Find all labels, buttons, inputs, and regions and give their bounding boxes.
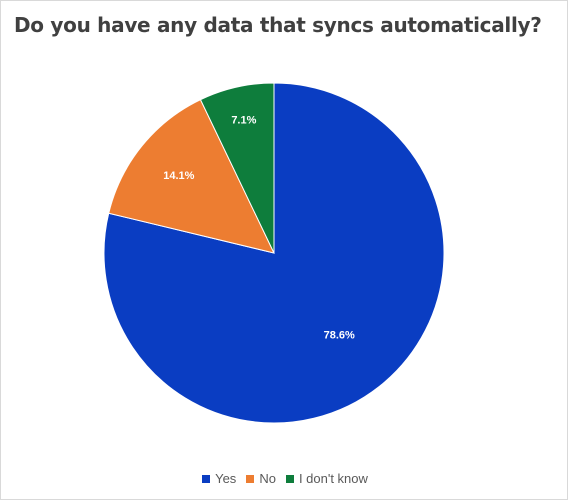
legend-item-yes[interactable]: Yes [202, 471, 236, 486]
data-label-no: 14.1% [163, 170, 194, 182]
legend-swatch-yes [202, 474, 211, 483]
chart-title: Do you have any data that syncs automati… [14, 13, 542, 37]
legend-label-no: No [259, 471, 276, 486]
data-label-yes: 78.6% [324, 330, 355, 342]
legend-item-no[interactable]: No [246, 471, 276, 486]
legend-item-dont-know[interactable]: I don't know [285, 471, 368, 486]
slice-dont-know[interactable] [199, 82, 275, 254]
legend-label-dont-know: I don't know [298, 471, 368, 486]
legend-swatch-no [246, 474, 255, 483]
data-label-dont-know: 7.1% [231, 114, 256, 126]
legend: Yes No I don't know [1, 471, 568, 486]
legend-label-yes: Yes [215, 471, 237, 486]
legend-swatch-dont-know [285, 474, 294, 483]
slice-no[interactable] [108, 99, 275, 254]
